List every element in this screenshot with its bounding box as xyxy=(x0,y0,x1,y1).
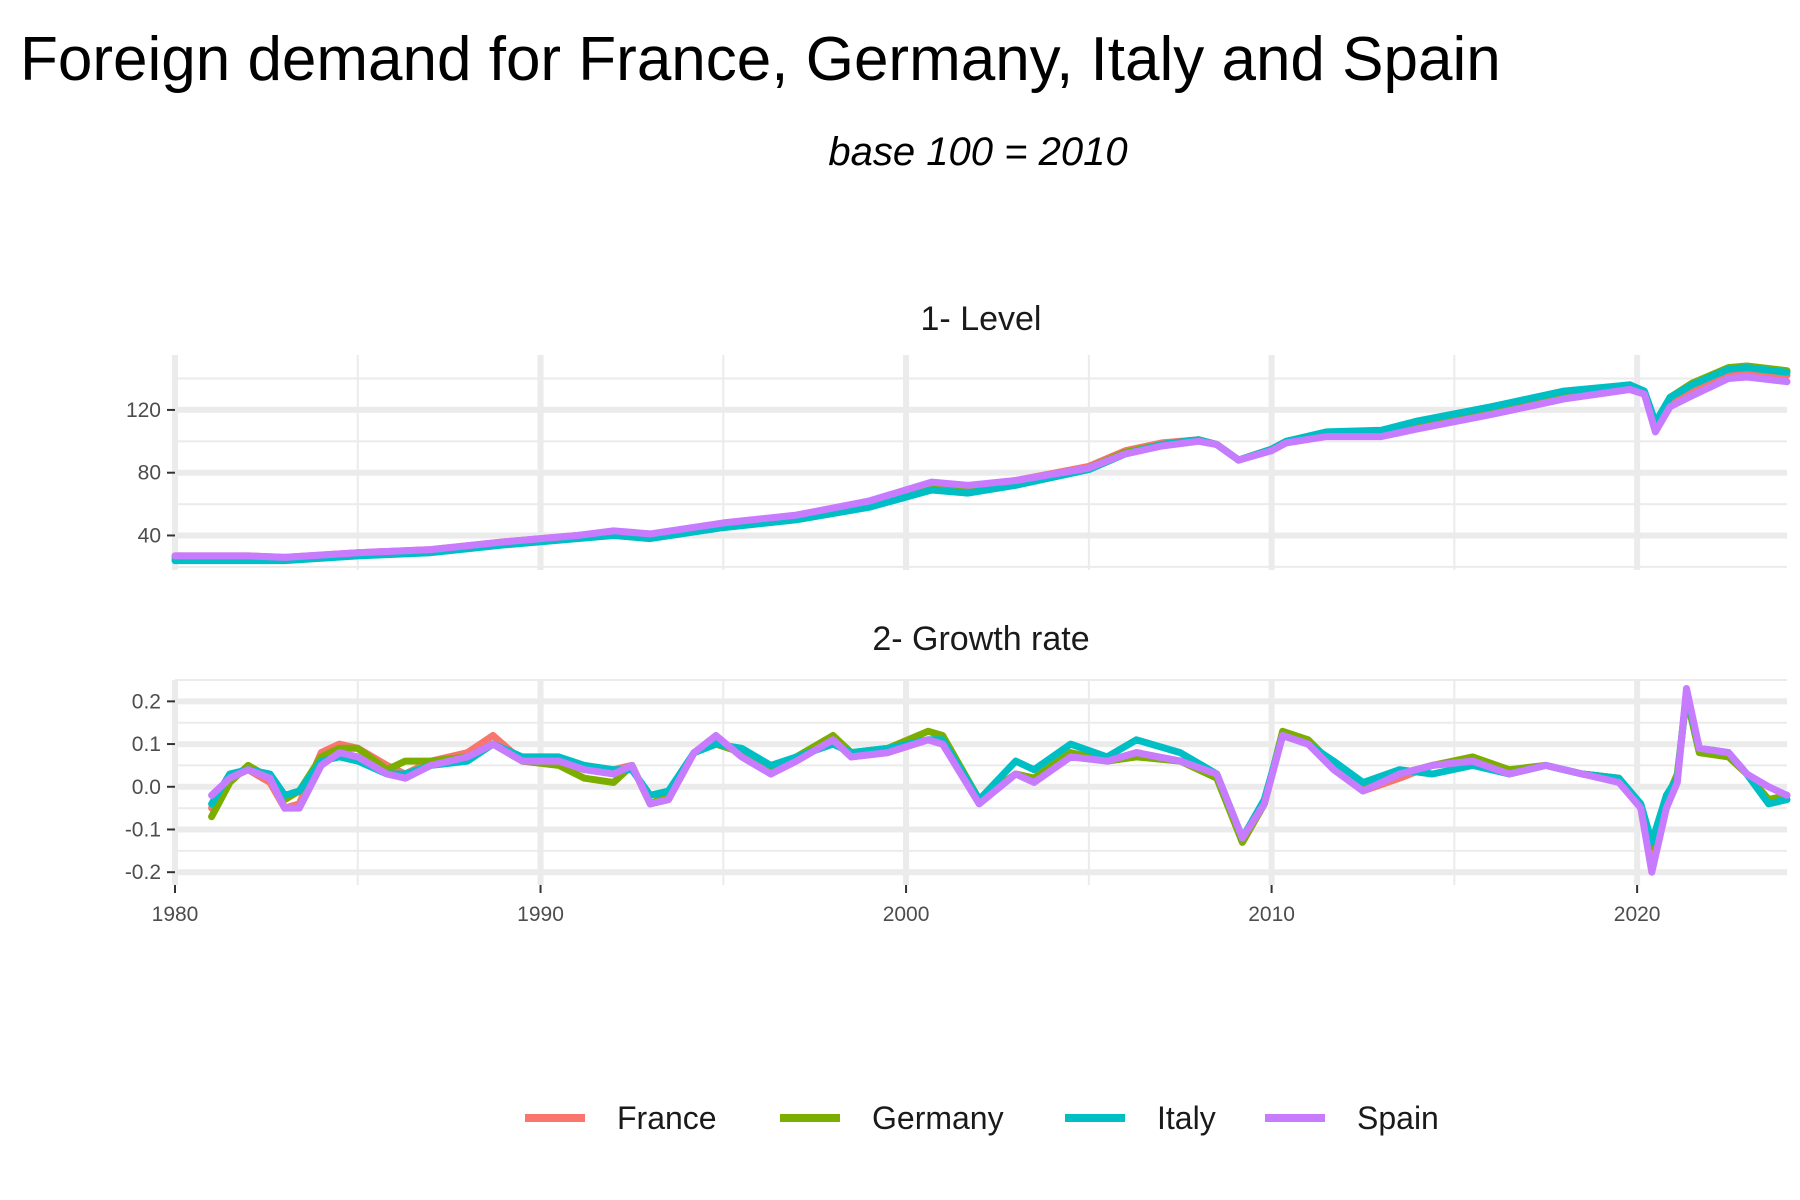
legend-label: Spain xyxy=(1357,1100,1439,1136)
x-tick-label: 2020 xyxy=(1614,903,1661,926)
legend-item-italy: Italy xyxy=(1065,1100,1216,1136)
y-tick-label: 0.1 xyxy=(132,733,161,756)
panel-title: 2- Growth rate xyxy=(872,620,1089,658)
legend-label: Germany xyxy=(872,1100,1004,1136)
y-tick-label: 120 xyxy=(126,399,161,422)
legend-item-france: France xyxy=(525,1100,717,1136)
x-tick-label: 2010 xyxy=(1248,903,1295,926)
y-tick-label: 0.0 xyxy=(132,776,161,799)
legend-label: France xyxy=(617,1100,717,1136)
panels: 1- Level 40 80 120 2- Growth rate -0.2 -0.1 0.0… xyxy=(125,300,1791,926)
x-tick-label: 1980 xyxy=(152,903,199,926)
series-line-germany xyxy=(208,693,1791,851)
x-tick-label: 2000 xyxy=(883,903,930,926)
legend-item-spain: Spain xyxy=(1265,1100,1439,1136)
series-line-spain xyxy=(208,685,1791,876)
legend: France Germany Italy Spain xyxy=(525,1100,1439,1136)
y-tick-label: 80 xyxy=(138,462,161,485)
y-tick-label: 40 xyxy=(138,524,161,547)
chart-subtitle: base 100 = 2010 xyxy=(828,130,1127,174)
panel-level: 1- Level 40 80 120 xyxy=(126,300,1791,570)
panel-title: 1- Level xyxy=(921,300,1042,338)
series-line-italy xyxy=(171,364,1791,565)
series-line-spain xyxy=(171,373,1791,561)
legend-label: Italy xyxy=(1157,1100,1216,1136)
x-tick-label: 1990 xyxy=(517,903,564,926)
legend-item-germany: Germany xyxy=(780,1100,1004,1136)
chart-title: Foreign demand for France, Germany, Ital… xyxy=(20,25,1501,94)
y-tick-label: 0.2 xyxy=(132,690,161,713)
panel-growth: 2- Growth rate -0.2 -0.1 0.0 0.1 0.2 1980 1990 2… xyxy=(125,620,1791,926)
y-tick-label: -0.1 xyxy=(125,818,161,841)
y-tick-label: -0.2 xyxy=(125,861,161,884)
